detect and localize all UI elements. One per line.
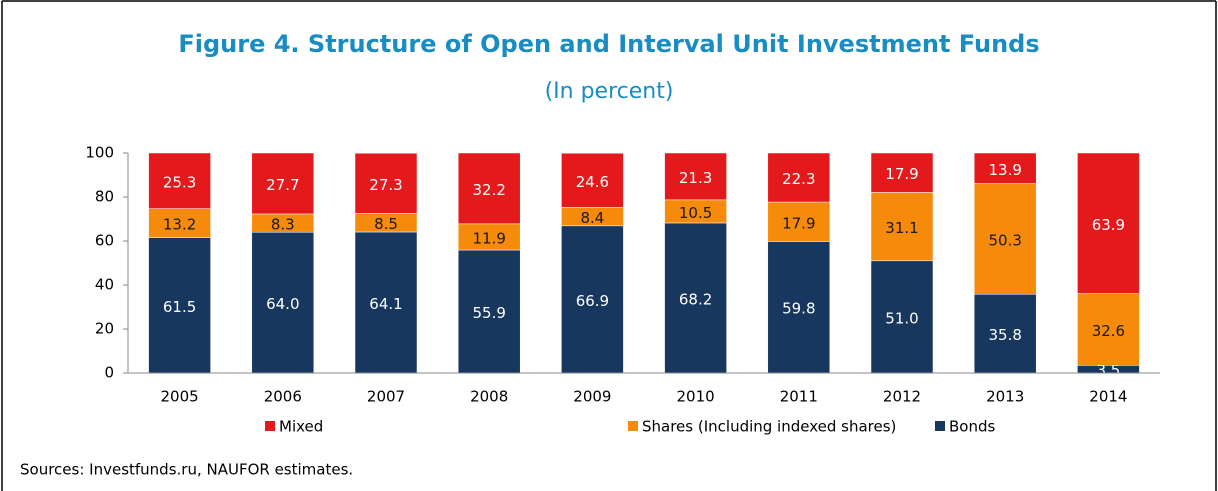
- chart-title: Figure 4. Structure of Open and Interval…: [178, 30, 1039, 58]
- data-label: 22.3: [782, 170, 815, 188]
- bar-segment: [148, 152, 211, 209]
- data-label: 55.9: [472, 304, 505, 322]
- x-tick-label: 2012: [883, 388, 921, 406]
- x-tick-label: 2014: [1089, 388, 1127, 406]
- chart-subtitle: (In percent): [545, 79, 674, 104]
- bar-segment: [973, 183, 1037, 295]
- data-label: 50.3: [988, 231, 1021, 249]
- x-tick-label: 2008: [470, 388, 508, 406]
- bar-segment: [561, 225, 624, 374]
- bar-segment: [767, 152, 831, 203]
- bar-segment: [870, 260, 934, 374]
- data-label: 66.9: [576, 292, 609, 310]
- bar-segment: [767, 241, 831, 374]
- data-label: 10.5: [679, 204, 712, 222]
- data-label: 8.5: [374, 215, 398, 233]
- y-tick-label: 100: [85, 144, 114, 162]
- data-label: 35.8: [988, 326, 1021, 344]
- data-label: 27.3: [369, 176, 402, 194]
- data-label: 25.3: [163, 173, 196, 191]
- data-label: 3.5: [1096, 362, 1120, 380]
- x-tick-label: 2011: [780, 388, 818, 406]
- y-tick-label: 80: [95, 188, 114, 206]
- data-label: 32.2: [472, 181, 505, 199]
- bar-segment: [148, 208, 211, 238]
- data-label: 8.3: [271, 216, 295, 234]
- x-tick-label: 2009: [573, 388, 611, 406]
- y-tick-label: 60: [95, 232, 114, 250]
- data-label: 68.2: [679, 290, 712, 308]
- x-tick-label: 2013: [986, 388, 1024, 406]
- data-label: 8.4: [580, 209, 604, 227]
- bar-segment: [457, 223, 521, 251]
- y-tick-label: 40: [95, 276, 114, 294]
- x-tick-label: 2006: [264, 388, 302, 406]
- bar-segment: [973, 293, 1037, 374]
- data-label: 61.5: [163, 298, 196, 316]
- data-label: 51.0: [885, 309, 918, 327]
- bar-segment: [870, 192, 934, 262]
- data-label: 64.1: [369, 295, 402, 313]
- data-label: 31.1: [885, 219, 918, 237]
- legend-label: Mixed: [279, 418, 323, 436]
- bar-segment: [561, 152, 624, 208]
- y-tick-label: 0: [104, 364, 114, 382]
- bar-segment: [148, 237, 211, 374]
- legend-label: Bonds: [949, 418, 995, 436]
- data-label: 11.9: [472, 229, 505, 247]
- data-label: 32.6: [1092, 322, 1125, 340]
- data-label: 21.3: [679, 169, 712, 187]
- data-label: 13.9: [988, 161, 1021, 179]
- bar-segment: [664, 222, 727, 374]
- bar-segment: [767, 201, 831, 242]
- legend-swatch: [935, 421, 945, 431]
- y-tick-label: 20: [95, 320, 114, 338]
- data-label: 64.0: [266, 295, 299, 313]
- bar-segment: [870, 152, 934, 193]
- bar-segment: [1077, 152, 1140, 294]
- data-label: 63.9: [1092, 216, 1125, 234]
- legend-label: Shares (Including indexed shares): [642, 418, 896, 436]
- data-label: 17.9: [885, 165, 918, 183]
- x-tick-label: 2005: [161, 388, 199, 406]
- x-tick-label: 2010: [677, 388, 715, 406]
- bar-segment: [457, 152, 521, 225]
- bar-segment: [457, 249, 521, 374]
- legend-swatch: [265, 421, 275, 431]
- data-label: 27.7: [266, 176, 299, 194]
- bar-segment: [973, 152, 1037, 184]
- x-tick-label: 2007: [367, 388, 405, 406]
- data-label: 24.6: [576, 173, 609, 191]
- bar-segment: [664, 152, 727, 201]
- data-label: 13.2: [163, 216, 196, 234]
- data-label: 17.9: [782, 214, 815, 232]
- bar-segment: [1077, 293, 1140, 366]
- data-label: 59.8: [782, 300, 815, 318]
- legend-swatch: [628, 421, 638, 431]
- bar-segment: [251, 152, 315, 215]
- source-note: Sources: Investfunds.ru, NAUFOR estimate…: [20, 461, 353, 479]
- bar-segment: [354, 152, 418, 214]
